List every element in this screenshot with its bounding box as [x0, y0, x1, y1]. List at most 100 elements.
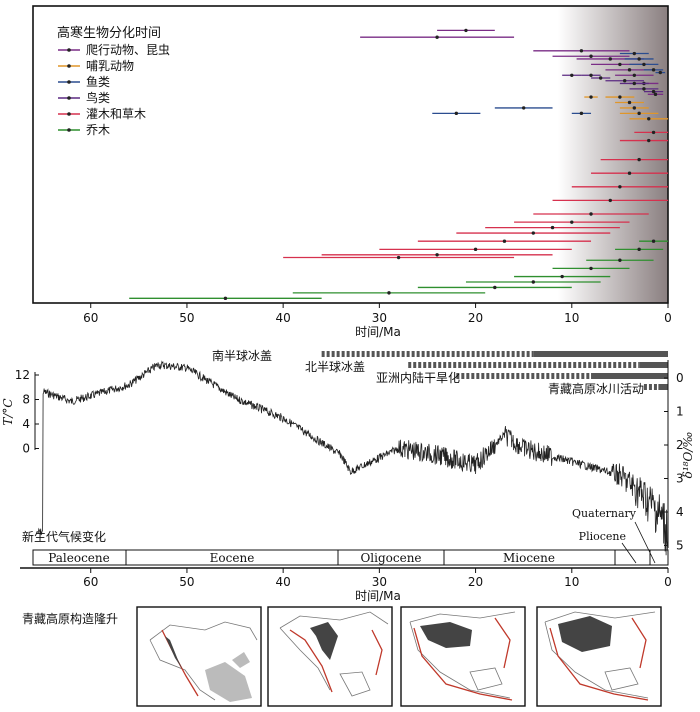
data-point — [589, 266, 593, 271]
data-point — [651, 130, 656, 135]
top-x-tick-label: 30 — [372, 311, 387, 325]
data-point — [608, 57, 612, 61]
data-point — [598, 76, 603, 80]
data-point — [618, 95, 622, 99]
data-point — [521, 106, 526, 110]
data-point — [651, 239, 656, 243]
epoch-miocene: Miocene — [503, 551, 555, 565]
data-point — [632, 73, 637, 77]
bar-label-north: 北半球冰盖 — [305, 360, 365, 374]
map-1 — [136, 606, 262, 707]
data-point — [579, 49, 584, 53]
data-point — [618, 62, 622, 67]
data-point — [387, 291, 391, 295]
data-point — [623, 79, 627, 83]
right-tick-label: 1 — [676, 405, 684, 419]
legend-dot — [67, 112, 71, 116]
right-tick-label: 2 — [676, 438, 684, 452]
data-point — [464, 28, 468, 33]
data-point — [651, 68, 656, 72]
mid-x-label: 时间/Ma — [355, 589, 401, 603]
legend-title: 高寒生物分化时间 — [57, 25, 161, 41]
map-3 — [400, 606, 526, 707]
top-x-tick-label: 40 — [276, 311, 291, 325]
data-point — [589, 95, 593, 99]
data-point — [647, 117, 651, 121]
data-point — [473, 247, 478, 252]
legend-dot — [67, 80, 71, 84]
epoch-oligocene: Oligocene — [360, 551, 421, 565]
data-point — [637, 111, 641, 116]
data-point — [589, 212, 593, 216]
mid-x-tick-label: 30 — [372, 575, 387, 589]
bar-label-south: 南半球冰盖 — [212, 348, 272, 363]
uplift-title: 青藏高原构造隆升 — [22, 611, 118, 626]
mid-x-tick-label: 50 — [179, 575, 194, 589]
data-point — [589, 54, 593, 58]
glaciation-bars — [321, 351, 668, 390]
mid-x-tick-label: 10 — [564, 575, 579, 589]
o18-curve — [37, 360, 669, 556]
data-point — [550, 225, 555, 230]
top-x-label: 时间/Ma — [355, 325, 401, 339]
legend-dot — [67, 64, 71, 68]
mid-x-tick-label: 40 — [276, 575, 291, 589]
mid-x-tick-label: 0 — [664, 575, 672, 589]
mid-x-tick-label: 20 — [468, 575, 483, 589]
data-point — [632, 81, 637, 86]
pliocene-label: Pliocene — [579, 530, 626, 543]
right-tick-label: 3 — [676, 472, 684, 486]
epoch-eocene: Eocene — [210, 551, 255, 565]
quaternary-label: Quaternary — [572, 507, 637, 520]
right-tick-label: 0 — [676, 371, 684, 385]
quaternary-leader — [634, 521, 656, 564]
left-ticks: 12 8 4 0 — [15, 368, 39, 456]
data-point — [627, 171, 632, 175]
left-tick-label: 12 — [15, 368, 30, 382]
top-x-axis: 60 50 40 30 20 10 0 — [83, 303, 672, 325]
divergence-points — [129, 28, 668, 301]
data-point — [647, 138, 651, 143]
right-axis-title: δ¹⁸O/‰ — [681, 432, 695, 479]
data-point — [627, 68, 632, 72]
map-4 — [536, 606, 662, 707]
legend-dot — [67, 48, 71, 52]
epoch-bar: Paleocene Eocene Oligocene Miocene — [32, 549, 669, 566]
data-point — [560, 274, 564, 279]
top-frame — [32, 5, 669, 304]
data-point — [435, 35, 439, 39]
data-point — [579, 111, 584, 116]
data-point — [637, 157, 641, 162]
right-tick-label: 5 — [676, 539, 684, 553]
data-point — [642, 62, 646, 67]
data-point — [637, 57, 641, 61]
top-x-tick-label: 60 — [83, 311, 98, 325]
bar-label-arid: 亚洲内陆干旱化 — [376, 370, 460, 385]
legend-label: 鸟类 — [86, 90, 110, 105]
time-shading — [558, 6, 668, 303]
top-x-tick-label: 20 — [468, 311, 483, 325]
left-tick-label: 0 — [22, 442, 30, 456]
data-point — [608, 198, 612, 203]
data-point — [531, 231, 536, 235]
legend-dot — [67, 96, 71, 100]
data-point — [493, 285, 497, 290]
data-point — [223, 296, 228, 301]
data-point — [642, 87, 646, 91]
left-tick-label: 8 — [22, 393, 30, 407]
left-axis-title: T/°C — [1, 398, 15, 425]
data-point — [618, 258, 622, 262]
mid-x-axis: 60 50 40 30 20 10 0 — [83, 568, 672, 589]
legend-dot — [67, 128, 71, 132]
data-point — [658, 70, 663, 75]
data-point — [618, 185, 622, 189]
left-tick-label: 4 — [22, 417, 30, 431]
epoch-paleocene: Paleocene — [48, 551, 110, 565]
data-point — [653, 92, 658, 97]
data-point — [531, 280, 536, 284]
top-x-tick-label: 50 — [179, 311, 194, 325]
climate-title: 新生代气候变化 — [22, 529, 106, 544]
data-point — [396, 255, 401, 260]
